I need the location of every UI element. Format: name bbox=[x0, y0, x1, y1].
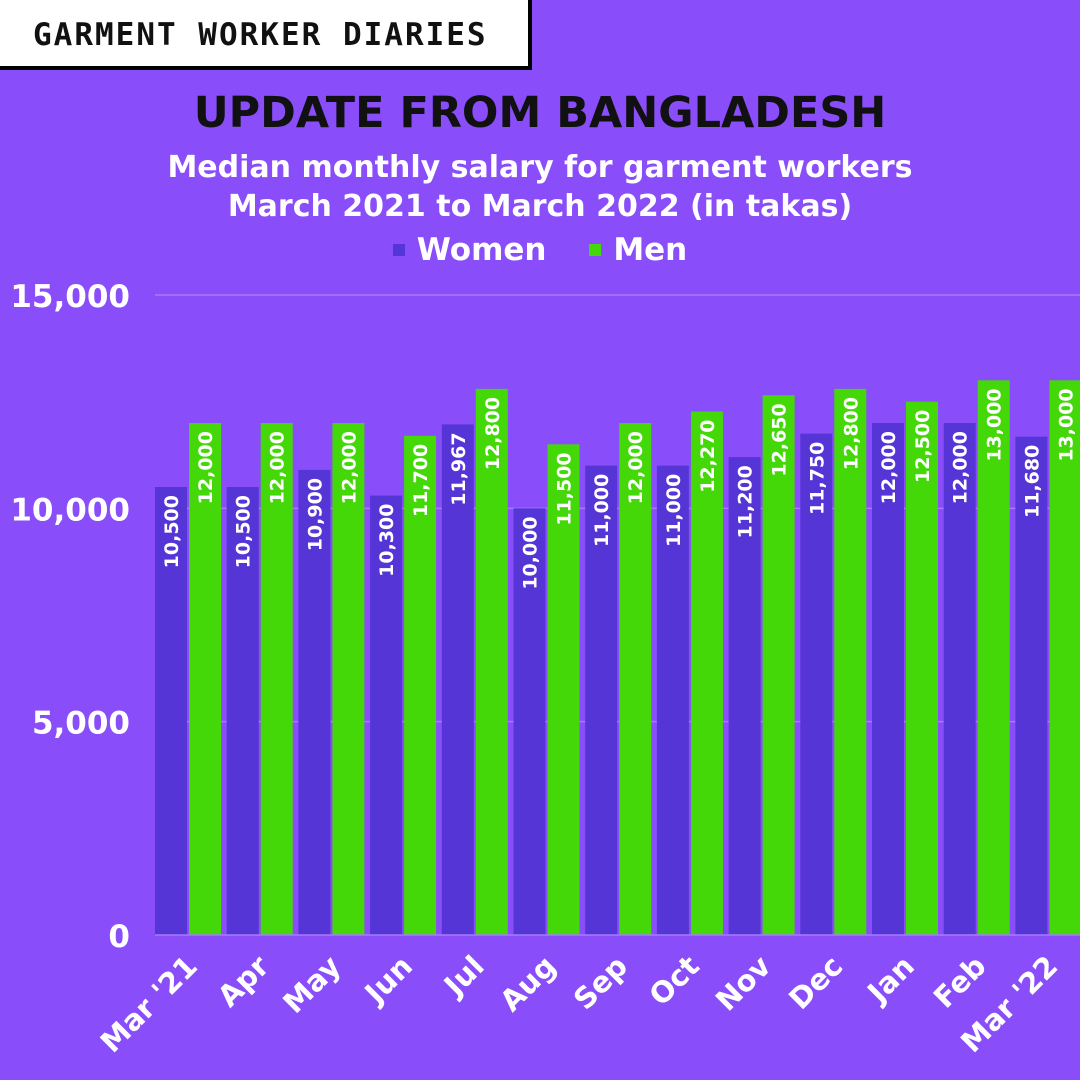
legend-label-men: Men bbox=[613, 232, 688, 268]
data-label-women: 10,900 bbox=[304, 478, 326, 551]
legend-item-men: Men bbox=[589, 232, 687, 268]
x-tick-label: Oct bbox=[642, 949, 706, 1013]
chart-title: UPDATE FROM BANGLADESH bbox=[193, 88, 887, 138]
data-label-women: 10,000 bbox=[520, 516, 542, 589]
x-tick-label: Jul bbox=[436, 949, 491, 1004]
x-tick-label: Apr bbox=[211, 948, 276, 1013]
data-label-men: 12,800 bbox=[840, 397, 862, 470]
bar-women bbox=[298, 469, 331, 935]
bar-men bbox=[260, 423, 293, 935]
chart-subtitle-line2: March 2021 to March 2022 (in takas) bbox=[227, 189, 853, 224]
data-label-men: 13,000 bbox=[984, 388, 1006, 461]
bar-men bbox=[332, 423, 365, 935]
data-label-men: 13,000 bbox=[1055, 388, 1077, 461]
bar-men bbox=[189, 423, 221, 935]
legend-swatch-men bbox=[589, 244, 602, 256]
x-tick-label: May bbox=[276, 949, 347, 1020]
y-tick-label: 5,000 bbox=[32, 706, 130, 742]
data-label-men: 12,500 bbox=[912, 410, 934, 483]
bar-women bbox=[656, 465, 689, 935]
brand-box: GARMENT WORKER DIARIES bbox=[0, 0, 532, 70]
bar-men bbox=[404, 435, 437, 935]
legend-swatch-women bbox=[392, 244, 405, 256]
data-label-men: 12,000 bbox=[195, 431, 217, 504]
bar-women bbox=[585, 465, 618, 935]
y-tick-label: 0 bbox=[108, 919, 130, 955]
x-tick-label: Sep bbox=[567, 949, 634, 1016]
bar-women bbox=[441, 424, 474, 935]
data-label-women: 10,300 bbox=[376, 504, 398, 577]
data-label-men: 12,650 bbox=[769, 403, 791, 476]
x-tick-label: Dec bbox=[782, 949, 849, 1016]
bar-men bbox=[690, 411, 723, 936]
y-tick-label: 15,000 bbox=[10, 279, 130, 315]
bar-men bbox=[619, 423, 652, 935]
bar-men bbox=[906, 401, 938, 936]
data-label-men: 11,500 bbox=[554, 452, 576, 525]
data-label-men: 11,700 bbox=[410, 444, 432, 517]
data-label-women: 11,200 bbox=[735, 465, 757, 538]
data-label-women: 10,500 bbox=[161, 495, 183, 568]
bar-women bbox=[728, 457, 761, 935]
data-label-women: 12,000 bbox=[878, 431, 900, 504]
data-label-men: 12,000 bbox=[338, 431, 360, 504]
bar-men bbox=[547, 444, 580, 935]
data-label-women: 11,750 bbox=[806, 442, 828, 515]
legend-label-women: Women bbox=[416, 232, 547, 268]
chart-subtitle-line1: Median monthly salary for garment worker… bbox=[167, 150, 913, 185]
legend: Women Men bbox=[0, 228, 1080, 268]
bar-women bbox=[800, 433, 833, 935]
data-label-women: 11,000 bbox=[663, 474, 685, 547]
data-label-women: 11,680 bbox=[1021, 445, 1043, 518]
legend-item-women: Women bbox=[392, 232, 547, 268]
data-label-women: 11,967 bbox=[448, 432, 470, 505]
bar-men bbox=[977, 380, 1010, 935]
x-tick-label: Feb bbox=[927, 949, 993, 1015]
data-label-women: 12,000 bbox=[950, 431, 972, 504]
x-tick-label: Nov bbox=[709, 949, 778, 1018]
bar-women bbox=[226, 487, 259, 935]
bar-women bbox=[943, 423, 976, 935]
data-label-men: 12,800 bbox=[482, 397, 504, 470]
data-label-women: 10,500 bbox=[233, 495, 255, 568]
bar-women bbox=[872, 423, 904, 935]
bar-women bbox=[155, 487, 187, 935]
bar-men bbox=[1049, 380, 1080, 935]
data-label-men: 12,000 bbox=[625, 431, 647, 504]
x-tick-label: Aug bbox=[493, 949, 562, 1018]
y-tick-label: 10,000 bbox=[10, 492, 130, 528]
bar-men bbox=[762, 395, 795, 935]
data-label-men: 12,000 bbox=[267, 431, 289, 504]
bar-men bbox=[475, 388, 508, 935]
bar-women bbox=[1015, 436, 1048, 935]
data-label-women: 11,000 bbox=[591, 474, 613, 547]
brand-label: GARMENT WORKER DIARIES bbox=[33, 17, 488, 53]
bar-men bbox=[834, 388, 867, 935]
x-tick-label: Jun bbox=[357, 949, 419, 1011]
bar-women bbox=[513, 508, 546, 935]
data-label-men: 12,270 bbox=[697, 419, 719, 492]
x-tick-label: Mar '21 bbox=[94, 949, 204, 1059]
bar-women bbox=[370, 495, 403, 935]
x-tick-label: Jan bbox=[859, 949, 921, 1011]
